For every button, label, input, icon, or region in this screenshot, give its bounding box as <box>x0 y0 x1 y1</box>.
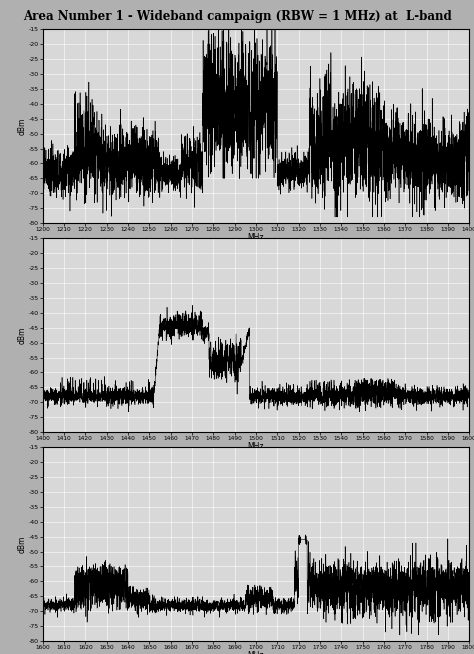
Y-axis label: dBm: dBm <box>18 118 27 135</box>
X-axis label: MHz: MHz <box>248 651 264 654</box>
Text: Area Number 1 - Wideband campaign (RBW = 1 MHz) at  L-band: Area Number 1 - Wideband campaign (RBW =… <box>23 10 451 23</box>
Text: (b): (b) <box>248 457 264 466</box>
X-axis label: MHz: MHz <box>248 233 264 243</box>
X-axis label: MHz: MHz <box>248 443 264 451</box>
Y-axis label: dBm: dBm <box>18 326 27 344</box>
Y-axis label: dBm: dBm <box>18 536 27 553</box>
Text: (a): (a) <box>248 248 264 257</box>
